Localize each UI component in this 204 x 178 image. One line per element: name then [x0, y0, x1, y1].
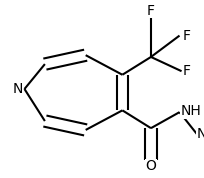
Text: N: N [12, 82, 22, 96]
Text: O: O [145, 159, 156, 173]
Text: NH: NH [197, 127, 204, 141]
Text: F: F [183, 29, 191, 43]
Text: F: F [147, 4, 155, 18]
Text: F: F [183, 64, 191, 78]
Text: NH: NH [181, 104, 201, 118]
